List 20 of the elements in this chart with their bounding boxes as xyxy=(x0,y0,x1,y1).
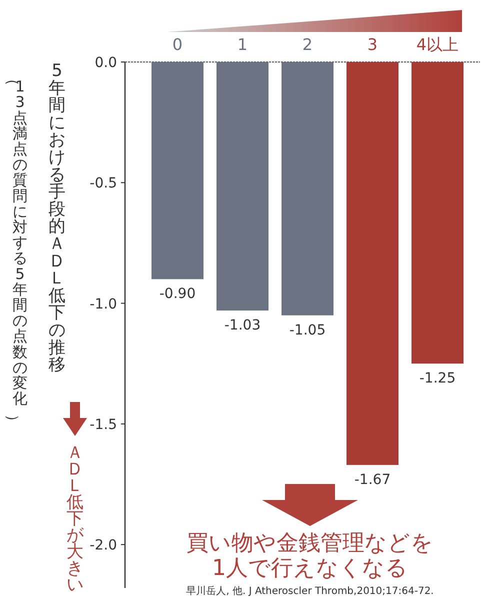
y-tick-label: 0.0 xyxy=(94,55,117,71)
y-tick-label: -2.0 xyxy=(90,538,117,554)
annotation: 早川岳人, 他. J Atheroscler Thromb,2010;17:64-72. xyxy=(186,585,434,597)
x-tick-label: 1 xyxy=(237,35,248,54)
x-tick-label: 2 xyxy=(302,35,313,54)
data-label: -1.03 xyxy=(224,318,261,334)
data-label: -1.67 xyxy=(354,472,391,488)
text: ＡＤＬ低下が大きい xyxy=(66,443,84,595)
x-tick-label: 4以上 xyxy=(416,35,459,54)
data-label: -0.90 xyxy=(159,286,196,302)
y-tick-label: -1.0 xyxy=(90,296,117,312)
y-tick-label: -1.5 xyxy=(90,416,117,433)
text: 5年間における手段的ＡＤＬ低下の推移 xyxy=(48,61,66,376)
y-tick-label: -0.5 xyxy=(90,176,117,192)
data-label: -1.05 xyxy=(289,322,326,338)
x-tick-label: 3 xyxy=(367,35,378,54)
x-tick-label: 0 xyxy=(172,35,183,54)
annotation: 買い物や金銭管理などを 1人で行えなくなる xyxy=(186,531,434,581)
data-label: -1.25 xyxy=(419,370,456,387)
text: （13点満点の質問に対する5年間の点数の変化） xyxy=(4,70,28,429)
